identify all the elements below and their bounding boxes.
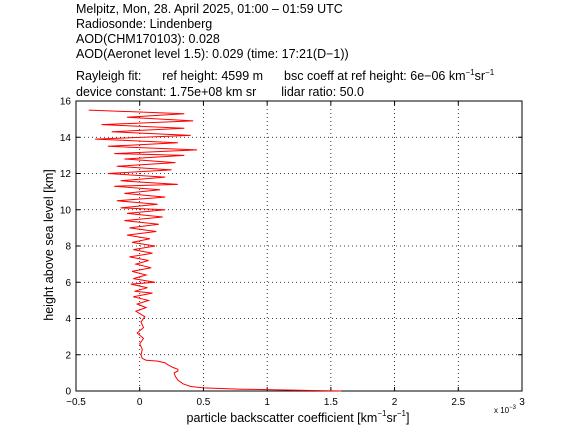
title-line-rayleigh-fit: Rayleigh fit: ref height: 4599 m bsc coe… — [76, 68, 495, 84]
y-tick-label: 0 — [65, 387, 71, 398]
y-tick-label: 16 — [60, 97, 72, 108]
bsc-coeff-ref: bsc coeff at ref height: 6e−06 km−1sr−1 — [284, 68, 495, 84]
x-tick-label: 0 — [137, 397, 143, 408]
y-tick-label: 4 — [65, 314, 71, 325]
x-tick-label: 1 — [264, 397, 270, 408]
y-tick-label: 2 — [65, 350, 71, 361]
y-tick-label: 8 — [65, 242, 71, 253]
lidar-ratio: lidar ratio: 50.0 — [281, 85, 364, 99]
x-axis-label-mid: sr — [386, 411, 396, 425]
backscatter-profile-line — [88, 109, 342, 392]
x-axis-label-exp2: −1 — [397, 409, 407, 418]
y-tick-labels: 0 2 4 6 8 10 12 14 16 — [60, 97, 72, 398]
x-axis-label-exp1: −1 — [377, 409, 387, 418]
y-tick-label: 10 — [60, 205, 72, 216]
rayleigh-fit-label: Rayleigh fit: — [76, 69, 142, 83]
title-line-device: device constant: 1.75e+08 km sr lidar ra… — [76, 85, 364, 99]
grid-lines — [76, 101, 522, 391]
x-scale-multiplier: x 10−3 — [494, 405, 517, 415]
x-tick-label: 0.5 — [196, 397, 210, 408]
bsc-coeff-mid: sr — [474, 69, 486, 83]
x-tick-label: −0.5 — [66, 397, 86, 408]
x-axis-label: particle backscatter coefficient [km−1sr… — [187, 409, 410, 425]
bsc-coeff-exp2: −1 — [485, 68, 495, 77]
ref-height: ref height: 4599 m — [162, 69, 264, 83]
x-scale-base: x 10 — [494, 406, 510, 415]
title-line-location-time: Melpitz, Mon, 28. April 2025, 01:00 – 01… — [76, 2, 343, 16]
x-tick-label: 2.5 — [451, 397, 465, 408]
bsc-coeff-exp1: −1 — [465, 68, 475, 77]
x-axis-label-prefix: particle backscatter coefficient [km — [187, 411, 378, 425]
y-tick-label: 14 — [60, 133, 72, 144]
title-line-aod-chm: AOD(CHM170103): 0.028 — [76, 32, 220, 46]
x-scale-exponent: −3 — [509, 405, 517, 411]
title-line-radiosonde: Radiosonde: Lindenberg — [76, 17, 213, 31]
axis-ticks — [75, 100, 523, 392]
x-tick-label: 2 — [392, 397, 398, 408]
y-axis-label: height above sea level [km] — [42, 169, 56, 320]
device-constant: device constant: 1.75e+08 km sr — [76, 85, 257, 99]
x-axis-label-suffix: ] — [406, 411, 409, 425]
bsc-coeff-prefix: bsc coeff at ref height: 6e−06 km — [284, 69, 466, 83]
x-tick-labels: −0.5 0 0.5 1 1.5 2 2.5 3 — [66, 397, 525, 408]
x-tick-label: 1.5 — [324, 397, 338, 408]
y-tick-label: 12 — [60, 169, 72, 180]
title-line-aod-aeronet: AOD(Aeronet level 1.5): 0.029 (time: 17:… — [76, 47, 349, 61]
y-tick-label: 6 — [65, 278, 71, 289]
x-tick-label: 3 — [519, 397, 525, 408]
